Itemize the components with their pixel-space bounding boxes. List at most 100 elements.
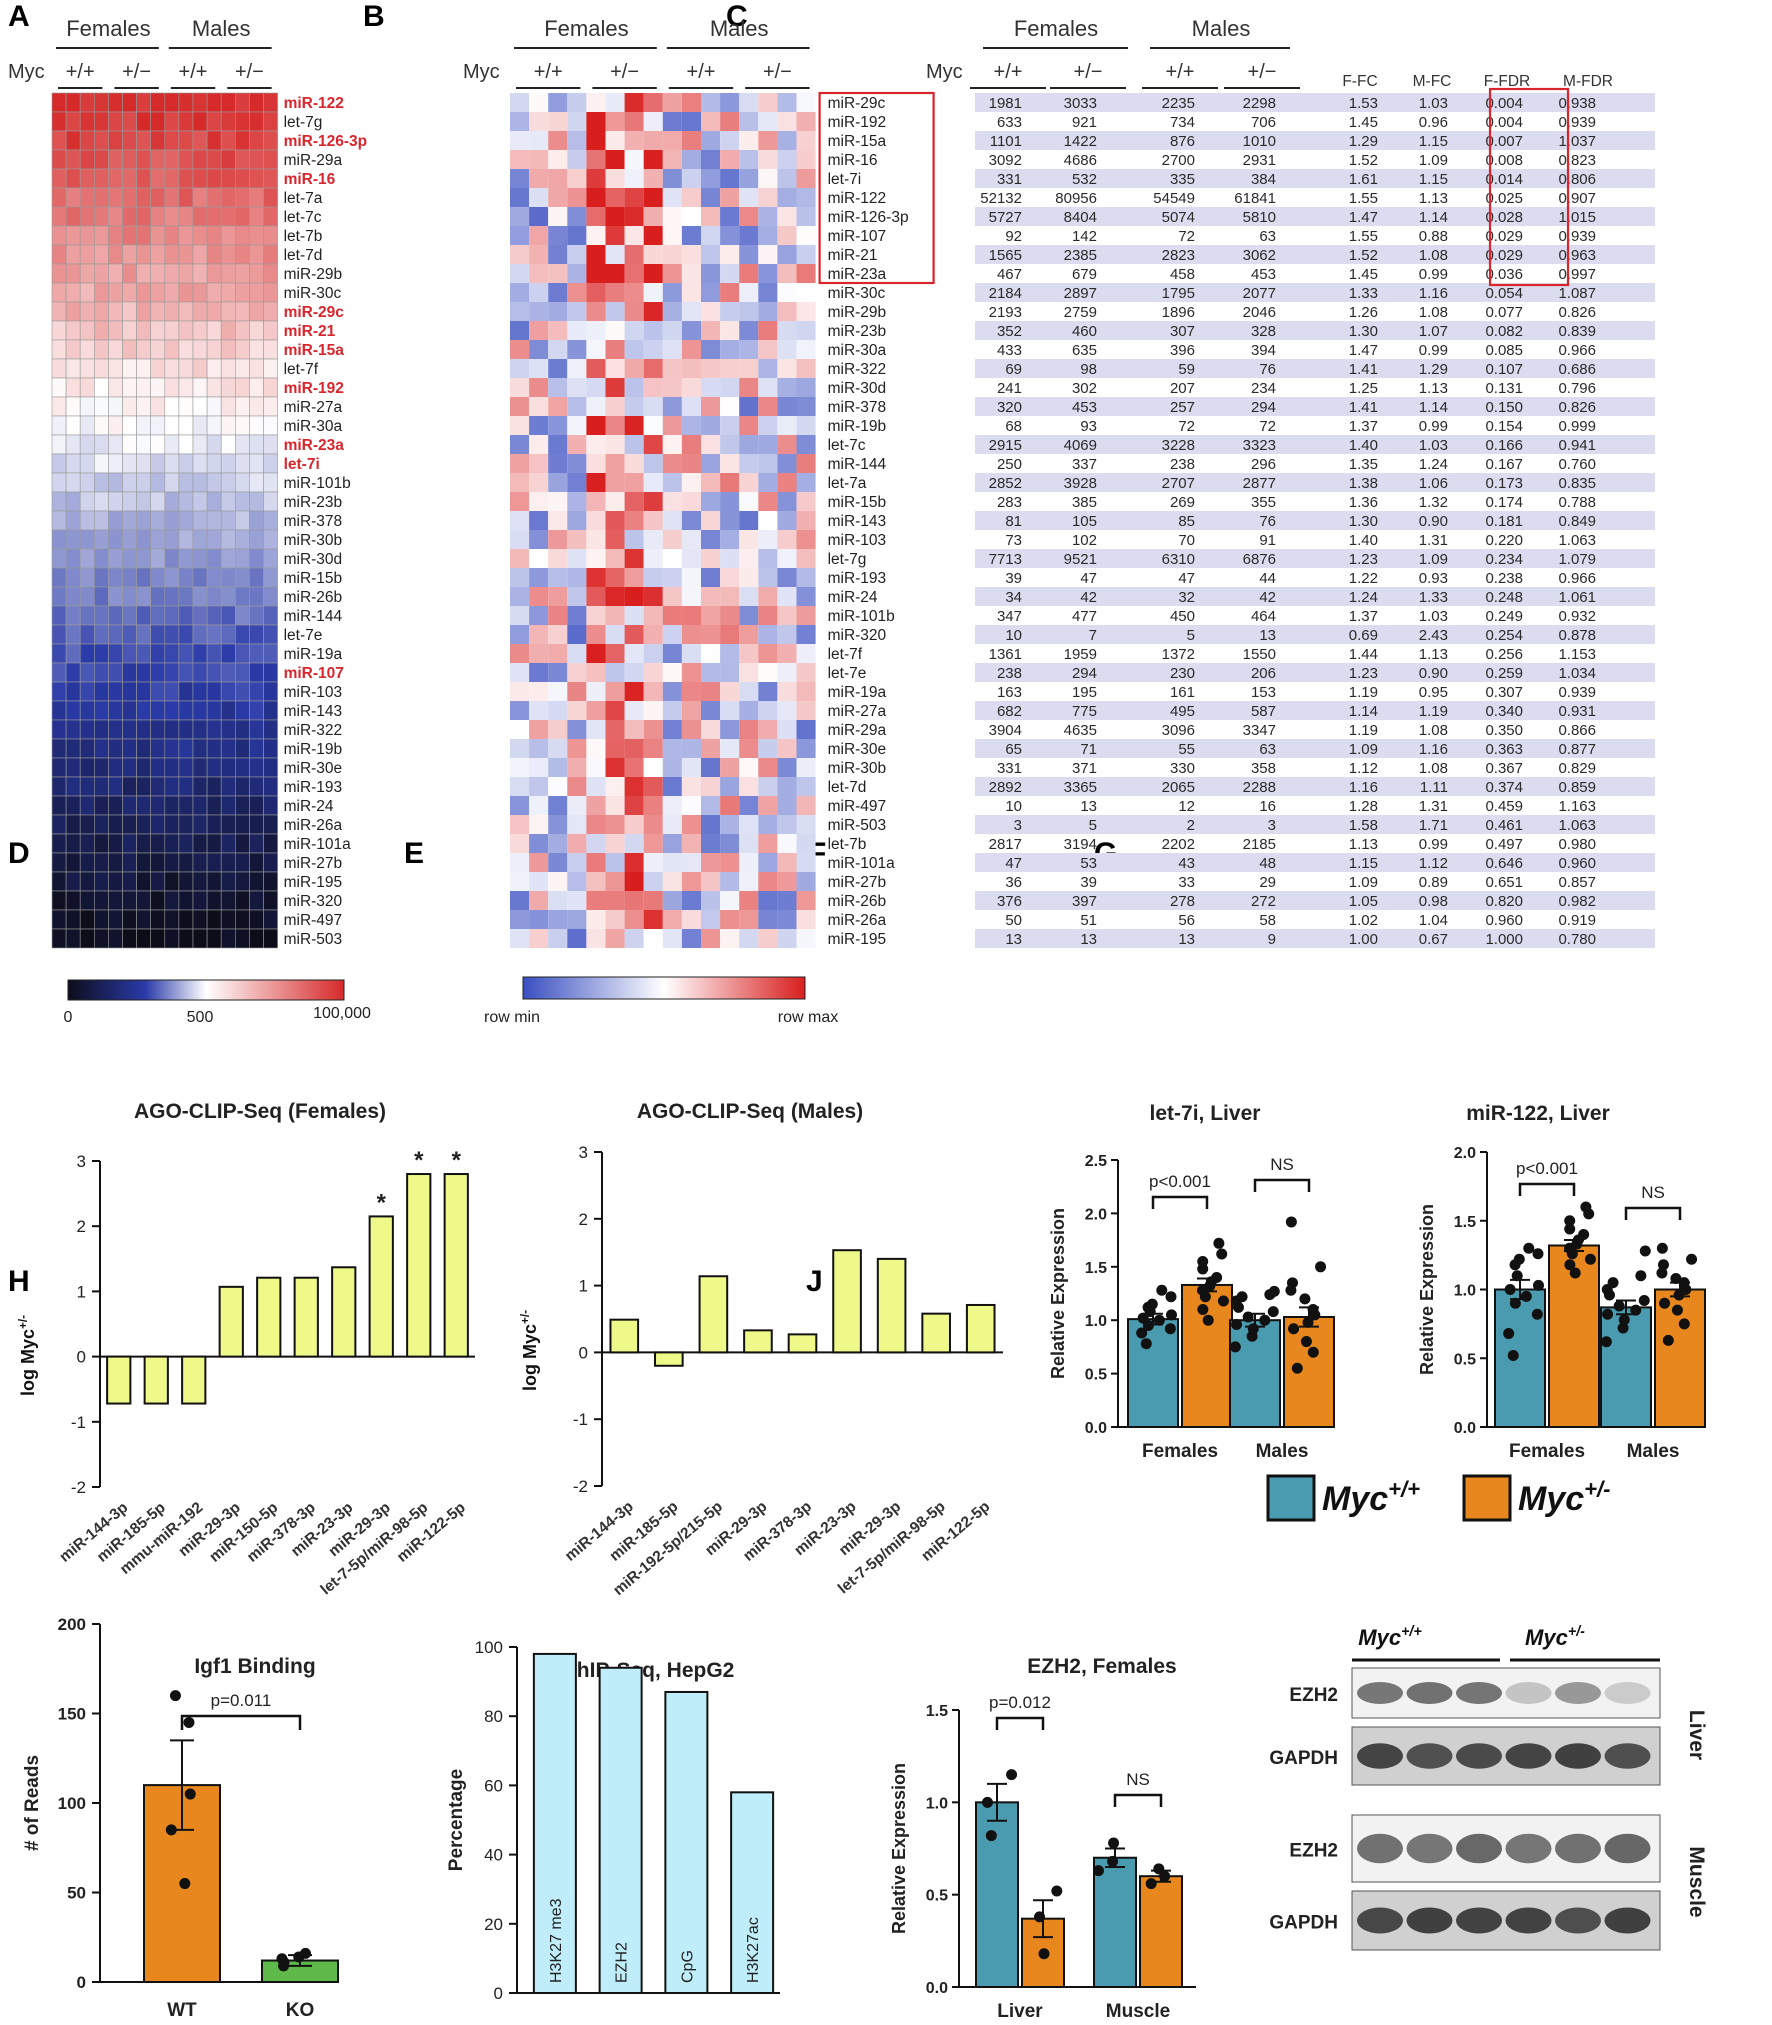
heatmap-cell bbox=[164, 719, 180, 740]
bar bbox=[730, 1791, 775, 1994]
heatmap-row-label: let-7a bbox=[284, 190, 323, 207]
heatmap-cell bbox=[624, 891, 644, 910]
table-cell: 635 bbox=[1072, 342, 1097, 359]
heatmap-cell bbox=[758, 777, 778, 796]
heatmap-row-label: miR-101b bbox=[284, 475, 351, 492]
heatmap-cell bbox=[51, 111, 67, 132]
table-cell: 2823 bbox=[1162, 247, 1195, 264]
blot-band bbox=[1505, 1743, 1552, 1769]
heatmap-cell bbox=[51, 377, 67, 398]
data-point bbox=[1504, 1284, 1516, 1295]
heatmap-cell bbox=[777, 359, 797, 378]
heatmap-cell bbox=[548, 131, 568, 150]
heatmap-cell bbox=[122, 662, 137, 683]
heatmap-cell bbox=[220, 453, 236, 474]
heatmap-cell bbox=[136, 605, 152, 626]
heatmap-cell bbox=[681, 93, 701, 112]
heatmap-cell bbox=[235, 396, 250, 417]
heatmap-cell bbox=[662, 872, 682, 891]
heatmap-cell bbox=[136, 301, 152, 322]
heatmap-cell bbox=[701, 625, 721, 644]
x-tick-label: Muscle bbox=[1106, 2001, 1170, 2022]
heatmap-cell bbox=[529, 644, 549, 663]
heatmap-cell bbox=[758, 321, 778, 340]
heatmap-cell bbox=[796, 739, 816, 758]
heatmap-cell bbox=[178, 795, 194, 816]
heatmap-cell bbox=[220, 586, 236, 607]
heatmap-cell bbox=[122, 586, 137, 607]
heatmap-cell bbox=[79, 472, 95, 493]
heatmap-cell bbox=[567, 378, 587, 397]
heatmap-cell bbox=[758, 625, 778, 644]
heatmap-cell bbox=[739, 720, 759, 739]
y-tick-label: 2 bbox=[77, 1217, 86, 1236]
heatmap-cell bbox=[720, 340, 740, 359]
heatmap-cell bbox=[548, 587, 568, 606]
heatmap-cell bbox=[51, 681, 67, 702]
heatmap-cell bbox=[122, 453, 137, 474]
chart-title: Igf1 Binding bbox=[194, 1655, 315, 1678]
y-tick-label: 1.0 bbox=[1454, 1283, 1476, 1300]
heatmap-cell bbox=[586, 549, 606, 568]
heatmap-cell bbox=[681, 568, 701, 587]
table-cell: 1.079 bbox=[1558, 551, 1596, 568]
heatmap-cell bbox=[548, 169, 568, 188]
heatmap-cell bbox=[701, 568, 721, 587]
heatmap-cell bbox=[777, 112, 797, 131]
table-cell: 0.69 bbox=[1349, 627, 1378, 644]
heatmap-cell bbox=[65, 168, 81, 189]
heatmap-cell bbox=[701, 359, 721, 378]
heatmap-cell bbox=[192, 92, 208, 113]
heatmap-cell bbox=[122, 738, 137, 759]
heatmap-cell bbox=[529, 321, 549, 340]
table-cell: 4635 bbox=[1064, 722, 1097, 739]
heatmap-cell bbox=[150, 776, 166, 797]
table-cell: 13 bbox=[1080, 798, 1097, 815]
heatmap-cell bbox=[701, 644, 721, 663]
y-tick-label: 1.0 bbox=[926, 1795, 948, 1812]
heatmap-cell bbox=[720, 112, 740, 131]
heatmap-cell bbox=[249, 643, 264, 664]
heatmap-cell bbox=[65, 377, 81, 398]
heatmap-cell bbox=[150, 510, 166, 531]
heatmap-cell bbox=[739, 264, 759, 283]
heatmap-cell bbox=[51, 548, 67, 569]
heatmap-cell bbox=[150, 453, 166, 474]
heatmap-cell bbox=[624, 435, 644, 454]
heatmap-row-label: miR-19b bbox=[828, 418, 887, 435]
heatmap-cell bbox=[720, 929, 740, 948]
heatmap-cell bbox=[758, 796, 778, 815]
heatmap-cell bbox=[529, 739, 549, 758]
heatmap-cell bbox=[164, 92, 180, 113]
heatmap-cell bbox=[701, 777, 721, 796]
data-point bbox=[1229, 1341, 1241, 1353]
heatmap-cell bbox=[586, 872, 606, 891]
heatmap-cell bbox=[624, 397, 644, 416]
heatmap-cell bbox=[758, 226, 778, 245]
heatmap-cell bbox=[758, 929, 778, 948]
heatmap-cell bbox=[108, 415, 123, 436]
heatmap-cell bbox=[94, 206, 109, 227]
heatmap-cell bbox=[51, 339, 67, 360]
heatmap-cell bbox=[65, 111, 81, 132]
heatmap-row-label: miR-26b bbox=[828, 893, 887, 910]
heatmap-cell bbox=[94, 149, 109, 170]
heatmap-cell bbox=[796, 872, 816, 891]
heatmap-cell bbox=[235, 548, 250, 569]
heatmap-cell bbox=[122, 92, 137, 113]
heatmap-cell bbox=[192, 453, 208, 474]
heatmap-cell bbox=[94, 719, 109, 740]
heatmap-row-label: let-7e bbox=[828, 665, 867, 682]
table-cell: 0.254 bbox=[1485, 627, 1523, 644]
table-cell: 1.13 bbox=[1419, 380, 1448, 397]
table-stripe bbox=[975, 473, 1655, 492]
heatmap-cell bbox=[739, 473, 759, 492]
heatmap-cell bbox=[586, 644, 606, 663]
heatmap-cell bbox=[701, 473, 721, 492]
heatmap-cell bbox=[548, 682, 568, 701]
heatmap-cell bbox=[701, 796, 721, 815]
heatmap-cell bbox=[150, 491, 166, 512]
panel-label-h: H bbox=[8, 1265, 30, 1298]
